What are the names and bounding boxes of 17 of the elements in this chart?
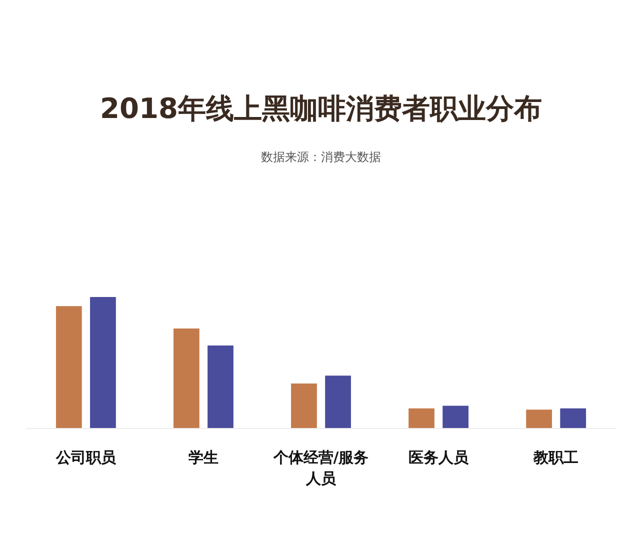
x-tick-label: 公司职员 bbox=[54, 448, 117, 466]
x-tick-label: 教职工 bbox=[532, 448, 579, 466]
bar bbox=[442, 406, 468, 428]
bar bbox=[408, 408, 434, 428]
bar bbox=[90, 297, 116, 428]
x-tick-label: 学生 bbox=[188, 448, 218, 466]
chart-subtitle: 数据来源：消费大数据 bbox=[261, 150, 381, 164]
bar bbox=[325, 376, 351, 428]
bar bbox=[291, 383, 317, 428]
bar bbox=[526, 410, 552, 428]
bar bbox=[174, 328, 200, 428]
chart-title: 2018年线上黑咖啡消费者职业分布 bbox=[100, 92, 542, 125]
bar bbox=[56, 306, 82, 428]
x-tick-label: 个体经营/服务人员 bbox=[272, 448, 369, 488]
x-tick-label: 医务人员 bbox=[408, 448, 470, 466]
bar bbox=[208, 345, 234, 428]
bar bbox=[560, 408, 586, 428]
